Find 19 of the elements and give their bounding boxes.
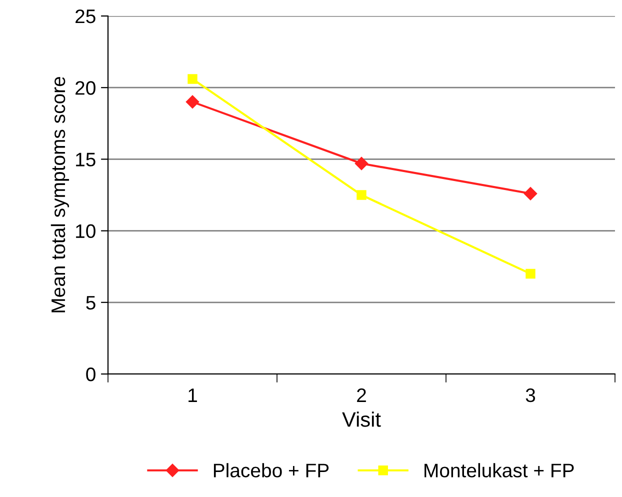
y-tick-label: 5 (86, 296, 96, 310)
point (188, 74, 198, 84)
y-tick-label: 0 (86, 367, 96, 382)
legend-label: Placebo + FP (214, 463, 329, 478)
point (356, 190, 366, 200)
point (524, 186, 538, 200)
point (186, 95, 200, 109)
y-tick-label: 15 (76, 152, 96, 166)
y-axis-title: Mean total symptoms score (50, 76, 70, 312)
x-tick-label: 2 (357, 388, 366, 402)
point (354, 156, 368, 170)
legend-label: Montelukast + FP (424, 463, 574, 478)
point (526, 268, 536, 279)
x-tick-label: 1 (188, 388, 197, 402)
y-tick-label: 25 (76, 9, 96, 24)
y-tick-label: 10 (76, 224, 96, 238)
x-tick-label: 3 (526, 388, 536, 402)
x-axis-title: Visit (342, 412, 381, 427)
y-tick-label: 20 (76, 81, 96, 95)
